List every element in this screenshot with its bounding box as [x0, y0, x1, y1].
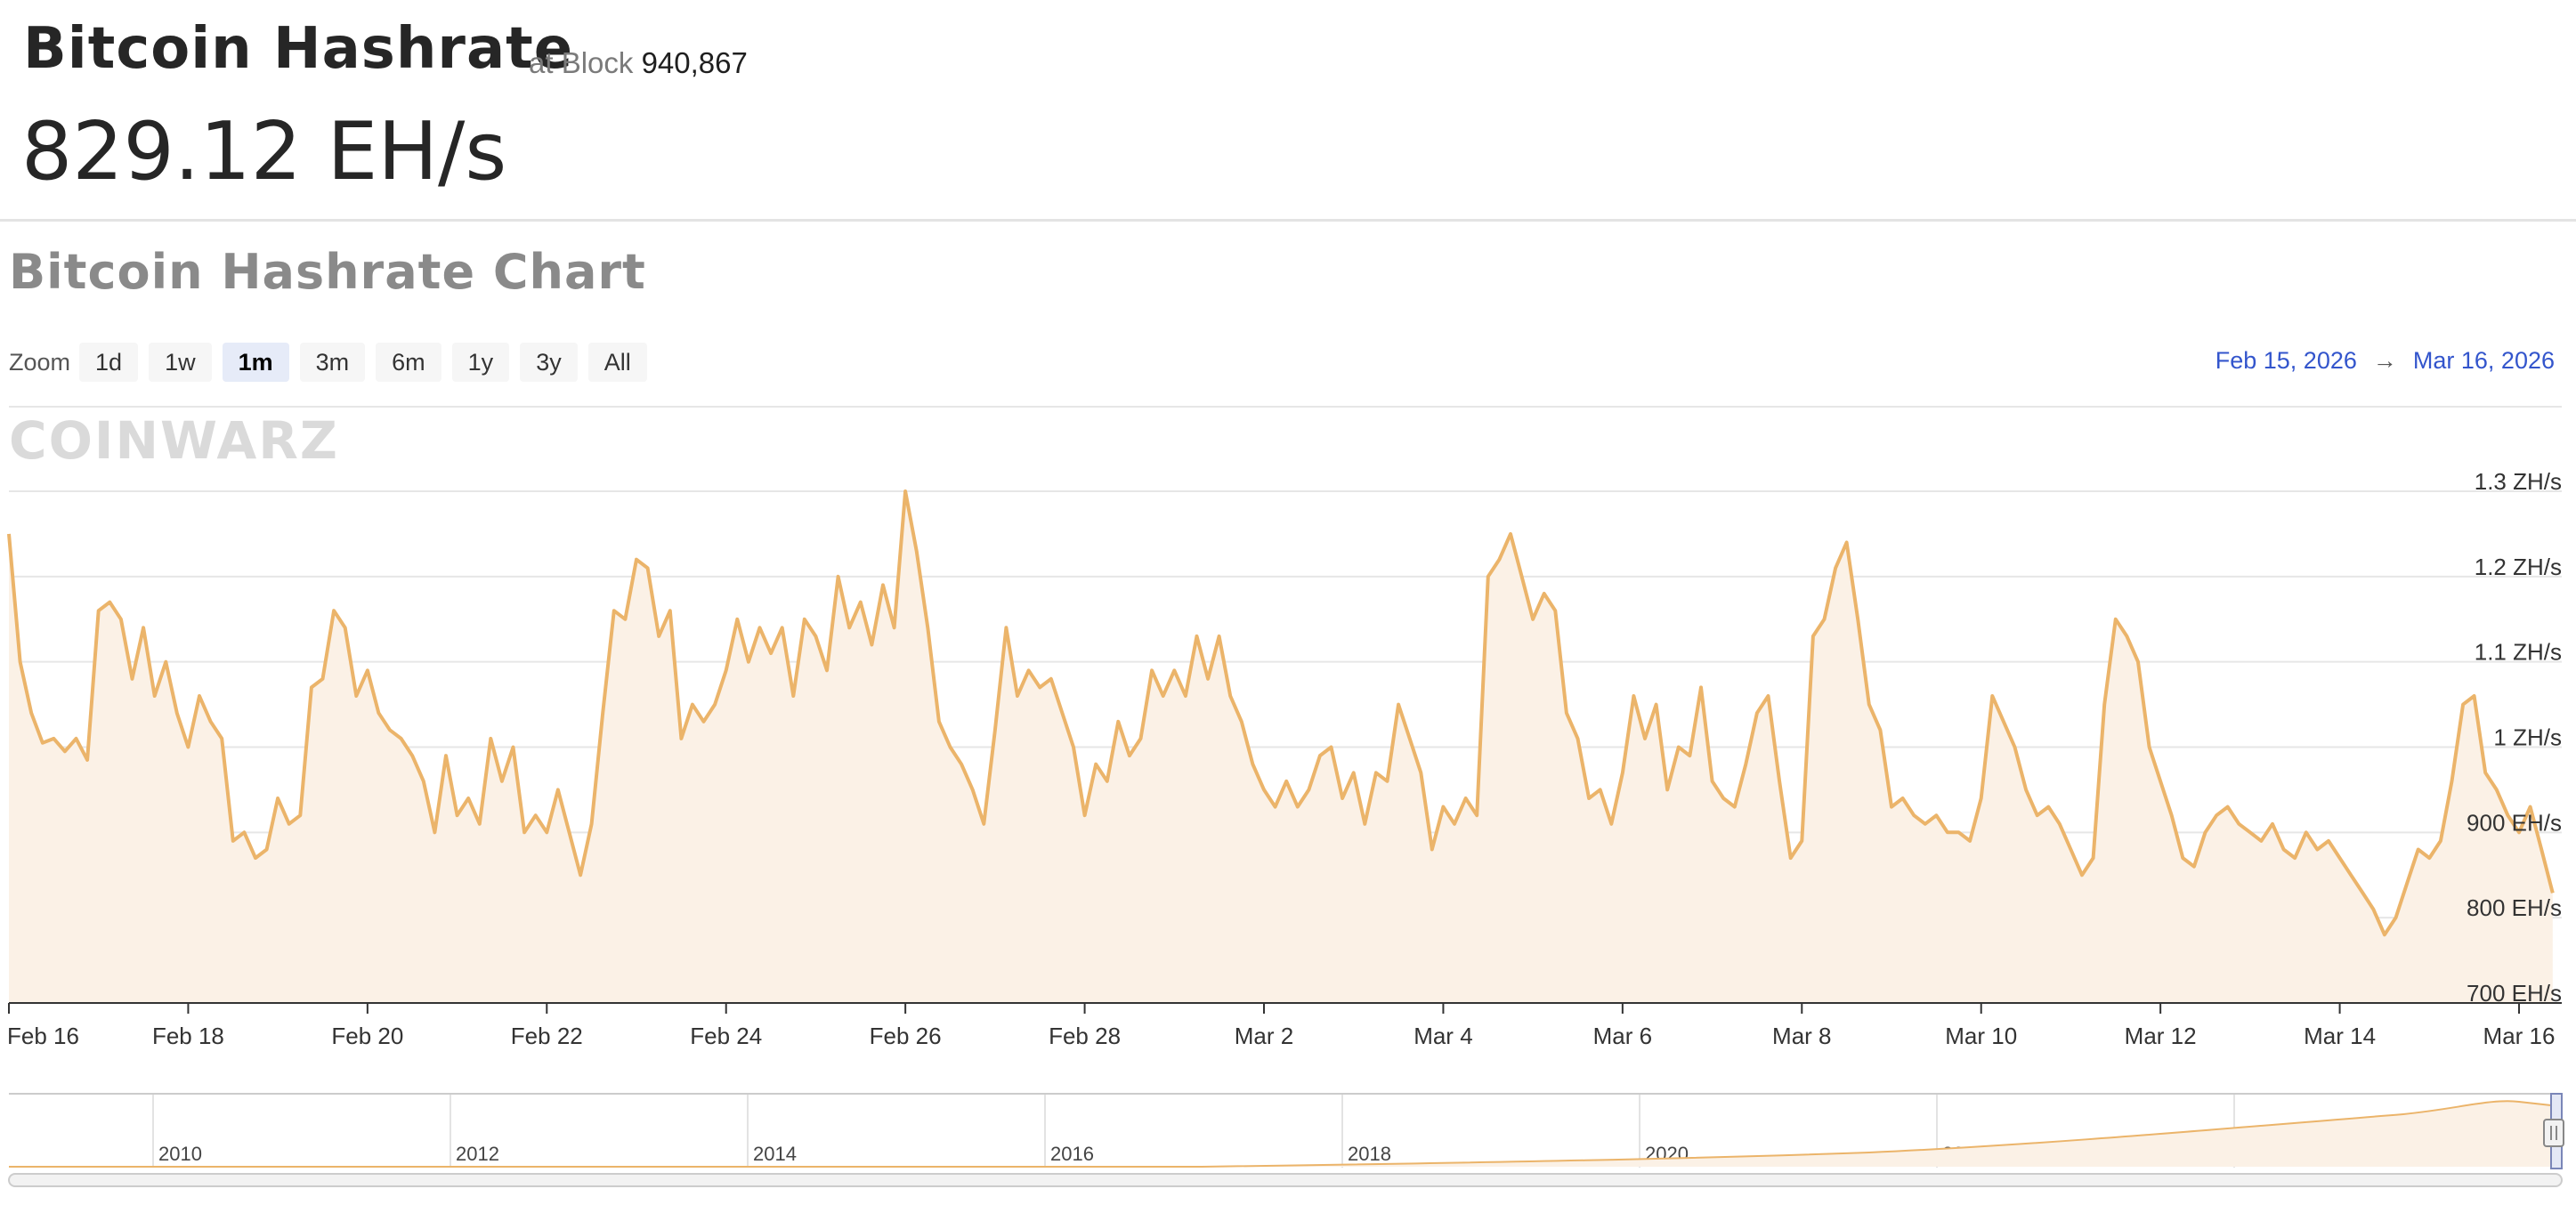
x-tick-label: Mar 4	[1414, 1023, 1472, 1049]
x-tick-label: Mar 2	[1235, 1023, 1293, 1049]
zoom-all-button[interactable]: All	[587, 343, 647, 382]
x-tick-label: Mar 12	[2125, 1023, 2197, 1049]
y-axis: 700 EH/s 800 EH/s 900 EH/s 1 ZH/s 1.1 ZH/s 1.…	[2467, 468, 2562, 1007]
x-tick-label: Mar 8	[1772, 1023, 1831, 1049]
navigator-handle[interactable]	[2543, 1119, 2564, 1147]
chart-top-divider	[9, 406, 2562, 408]
y-tick-label: 800 EH/s	[2467, 894, 2562, 921]
navigator-scrollbar[interactable]	[8, 1173, 2563, 1187]
x-tick-label: Feb 18	[152, 1023, 224, 1049]
navigator-year-label: 2012	[456, 1143, 499, 1165]
zoom-1m-button[interactable]: 1m	[222, 343, 289, 382]
arrow-right-icon: →	[2372, 347, 2397, 374]
y-tick-label: 1 ZH/s	[2493, 724, 2562, 751]
x-tick-label: Mar 6	[1593, 1023, 1652, 1049]
current-hashrate: 829.12 EH/s	[21, 105, 507, 198]
zoom-3m-button[interactable]: 3m	[299, 343, 366, 382]
page-header: Bitcoin Hashrate at Block 940,867 829.12…	[0, 0, 2576, 222]
navigator-year-label: 2018	[1348, 1143, 1391, 1165]
watermark-logo: COINWARZ	[9, 410, 339, 471]
zoom-label: Zoom	[9, 348, 71, 376]
hashrate-area	[9, 491, 2553, 1003]
x-tick-label: Feb 20	[331, 1023, 403, 1049]
x-tick-label: Mar 14	[2304, 1023, 2376, 1049]
x-tick-label: Mar 10	[1945, 1023, 2017, 1049]
y-tick-label: 700 EH/s	[2467, 980, 2562, 1007]
hashrate-chart[interactable]: COINWARZ 700 EH/s 800 EH/s 900 EH/s 1 ZH/s 1…	[0, 409, 2576, 1068]
navigator-year-label: 2010	[158, 1143, 202, 1165]
x-tick-label: Feb 28	[1049, 1023, 1121, 1049]
zoom-3y-button[interactable]: 3y	[520, 343, 578, 382]
x-tick-label: Mar 16	[2483, 1023, 2556, 1049]
x-tick-label: Feb 24	[690, 1023, 762, 1049]
x-axis: Feb 16 Feb 18 Feb 20 Feb 22 Feb 24 Feb 26 Feb …	[7, 1003, 2555, 1049]
y-tick-label: 1.2 ZH/s	[2475, 554, 2562, 580]
x-tick-label: Feb 26	[870, 1023, 942, 1049]
navigator-year-label: 2014	[753, 1143, 797, 1165]
range-to-input[interactable]: Mar 16, 2026	[2412, 347, 2555, 374]
zoom-1w-button[interactable]: 1w	[149, 343, 212, 382]
hashrate-line	[7, 489, 2555, 937]
range-from-input[interactable]: Feb 15, 2026	[2215, 347, 2357, 374]
y-tick-label: 900 EH/s	[2467, 809, 2562, 836]
x-tick-label: Feb 22	[511, 1023, 583, 1049]
y-tick-label: 1.3 ZH/s	[2475, 468, 2562, 495]
x-tick-label: Feb 16	[7, 1023, 79, 1049]
zoom-6m-button[interactable]: 6m	[376, 343, 441, 382]
navigator[interactable]: 20102012201420162018202020222024	[0, 1086, 2576, 1193]
y-tick-label: 1.1 ZH/s	[2475, 639, 2562, 666]
block-number: 940,867	[641, 46, 748, 79]
chart-title: Bitcoin Hashrate Chart	[9, 244, 646, 300]
navigator-year-label: 2016	[1050, 1143, 1094, 1165]
block-info: at Block 940,867	[529, 46, 748, 80]
page-title: Bitcoin Hashrate	[23, 16, 574, 82]
date-range: Feb 15, 2026 → Mar 16, 2026	[2216, 347, 2555, 375]
zoom-1d-button[interactable]: 1d	[79, 343, 139, 382]
zoom-toolbar: Zoom 1d 1w 1m 3m 6m 1y 3y All	[9, 342, 658, 383]
zoom-1y-button[interactable]: 1y	[451, 343, 510, 382]
navigator-area	[1202, 1101, 2551, 1167]
block-prefix: at Block	[529, 46, 634, 79]
navigator-line	[9, 1100, 2552, 1168]
